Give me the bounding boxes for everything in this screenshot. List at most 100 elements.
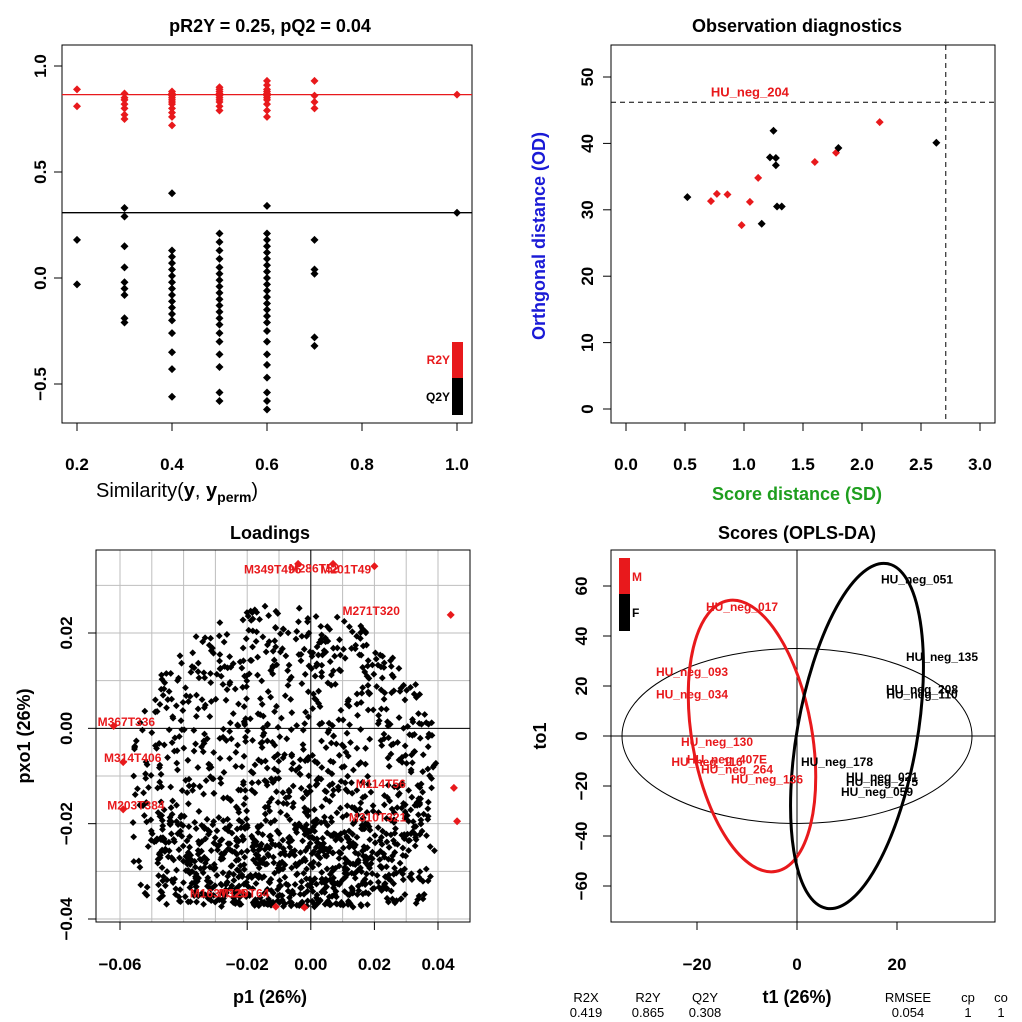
loading-point xyxy=(314,651,322,659)
loading-point xyxy=(163,900,170,908)
point-q2y xyxy=(263,360,271,369)
loading-point xyxy=(250,901,258,909)
group-ellipse-black xyxy=(789,561,925,911)
loading-point xyxy=(240,703,248,710)
loading-point xyxy=(288,709,296,717)
loading-point xyxy=(422,719,430,727)
loading-point xyxy=(172,702,180,710)
point-q2y xyxy=(215,246,224,255)
loading-point xyxy=(276,877,284,885)
loading-point xyxy=(321,813,328,821)
summary-value-rmsee: 0.054 xyxy=(891,1005,925,1020)
loading-point xyxy=(277,714,285,722)
loading-point xyxy=(369,706,377,714)
loading-point xyxy=(210,749,218,756)
loading-point xyxy=(131,791,139,798)
point-r2y xyxy=(263,95,271,104)
y-tick-label: −60 xyxy=(572,872,591,901)
loading-point xyxy=(351,870,358,878)
loading-point xyxy=(366,879,374,887)
loading-point xyxy=(402,852,410,860)
y-tick-label: 30 xyxy=(578,200,597,219)
score-label: HU_neg_135 xyxy=(906,650,978,664)
loading-point xyxy=(263,737,271,745)
loading-point xyxy=(252,637,260,645)
loading-point xyxy=(245,670,253,678)
loading-point xyxy=(255,902,263,910)
y-tick-label: 0.00 xyxy=(57,712,76,745)
loading-point xyxy=(319,834,327,842)
loading-point xyxy=(308,897,316,905)
xlabel-sub: perm xyxy=(217,489,251,505)
loading-point xyxy=(357,902,365,910)
loading-point xyxy=(316,854,324,862)
point-r2y xyxy=(168,104,176,113)
loading-point xyxy=(270,859,278,867)
loading-point xyxy=(359,684,367,691)
loading-point xyxy=(364,820,371,828)
diagnostics-points: HU_neg_204 xyxy=(611,45,995,423)
loading-point xyxy=(233,866,241,874)
loading-point xyxy=(164,754,171,761)
loading-point xyxy=(190,726,198,734)
loading-point xyxy=(269,889,277,897)
loading-point xyxy=(313,759,321,766)
loading-point xyxy=(175,674,182,682)
loading-point xyxy=(213,827,221,835)
loading-point xyxy=(299,726,307,734)
loading-point xyxy=(238,848,245,856)
loading-point xyxy=(304,688,312,696)
loading-point xyxy=(340,645,347,653)
point-q2y xyxy=(310,235,319,244)
loading-point xyxy=(369,802,377,810)
loading-point xyxy=(400,800,407,807)
x-tick-label: 2.0 xyxy=(850,455,874,474)
point-r2y xyxy=(215,98,224,107)
loading-point xyxy=(327,832,335,840)
loading-point xyxy=(175,846,183,854)
loading-point xyxy=(272,775,280,783)
y-tick-label: 0 xyxy=(572,731,591,740)
x-tick-label: 0.8 xyxy=(350,455,374,474)
loading-point xyxy=(339,876,347,883)
loading-point xyxy=(299,741,307,748)
loading-point xyxy=(348,628,356,636)
loading-point xyxy=(318,803,326,811)
xlabel-comma: , xyxy=(195,480,206,502)
point-q2y xyxy=(168,365,176,374)
loading-point xyxy=(216,665,224,673)
point-q2y xyxy=(215,314,224,323)
loading-point xyxy=(171,838,178,846)
loading-point xyxy=(284,667,292,675)
loading-point xyxy=(380,853,388,861)
loading-point xyxy=(374,720,382,728)
loading-point xyxy=(211,882,219,890)
point-q2y xyxy=(215,254,224,263)
loading-point xyxy=(315,700,323,707)
loading-point xyxy=(384,754,392,762)
loading-point xyxy=(135,857,143,865)
loading-point xyxy=(200,669,208,677)
loading-point xyxy=(341,779,349,787)
loading-point xyxy=(397,895,405,903)
point-q2y xyxy=(263,274,271,282)
loading-point xyxy=(385,843,393,851)
loading-point xyxy=(346,721,353,729)
point-q2y xyxy=(168,290,176,299)
loading-point xyxy=(255,864,263,872)
loading-point xyxy=(301,804,309,812)
loading-point xyxy=(239,836,247,844)
loadings-ylabel: pxo1 (26%) xyxy=(14,688,34,783)
point-q2y xyxy=(215,237,224,246)
score-label: HU_neg_017 xyxy=(706,600,778,614)
loading-point xyxy=(381,880,389,887)
loading-point xyxy=(384,781,392,789)
loading-point xyxy=(331,652,339,660)
loading-point xyxy=(194,764,202,771)
loading-point xyxy=(252,896,259,904)
loading-point xyxy=(377,737,385,744)
loading-point xyxy=(405,847,413,854)
loading-point xyxy=(314,839,322,847)
loading-point xyxy=(198,696,206,704)
loading-point xyxy=(326,870,334,878)
